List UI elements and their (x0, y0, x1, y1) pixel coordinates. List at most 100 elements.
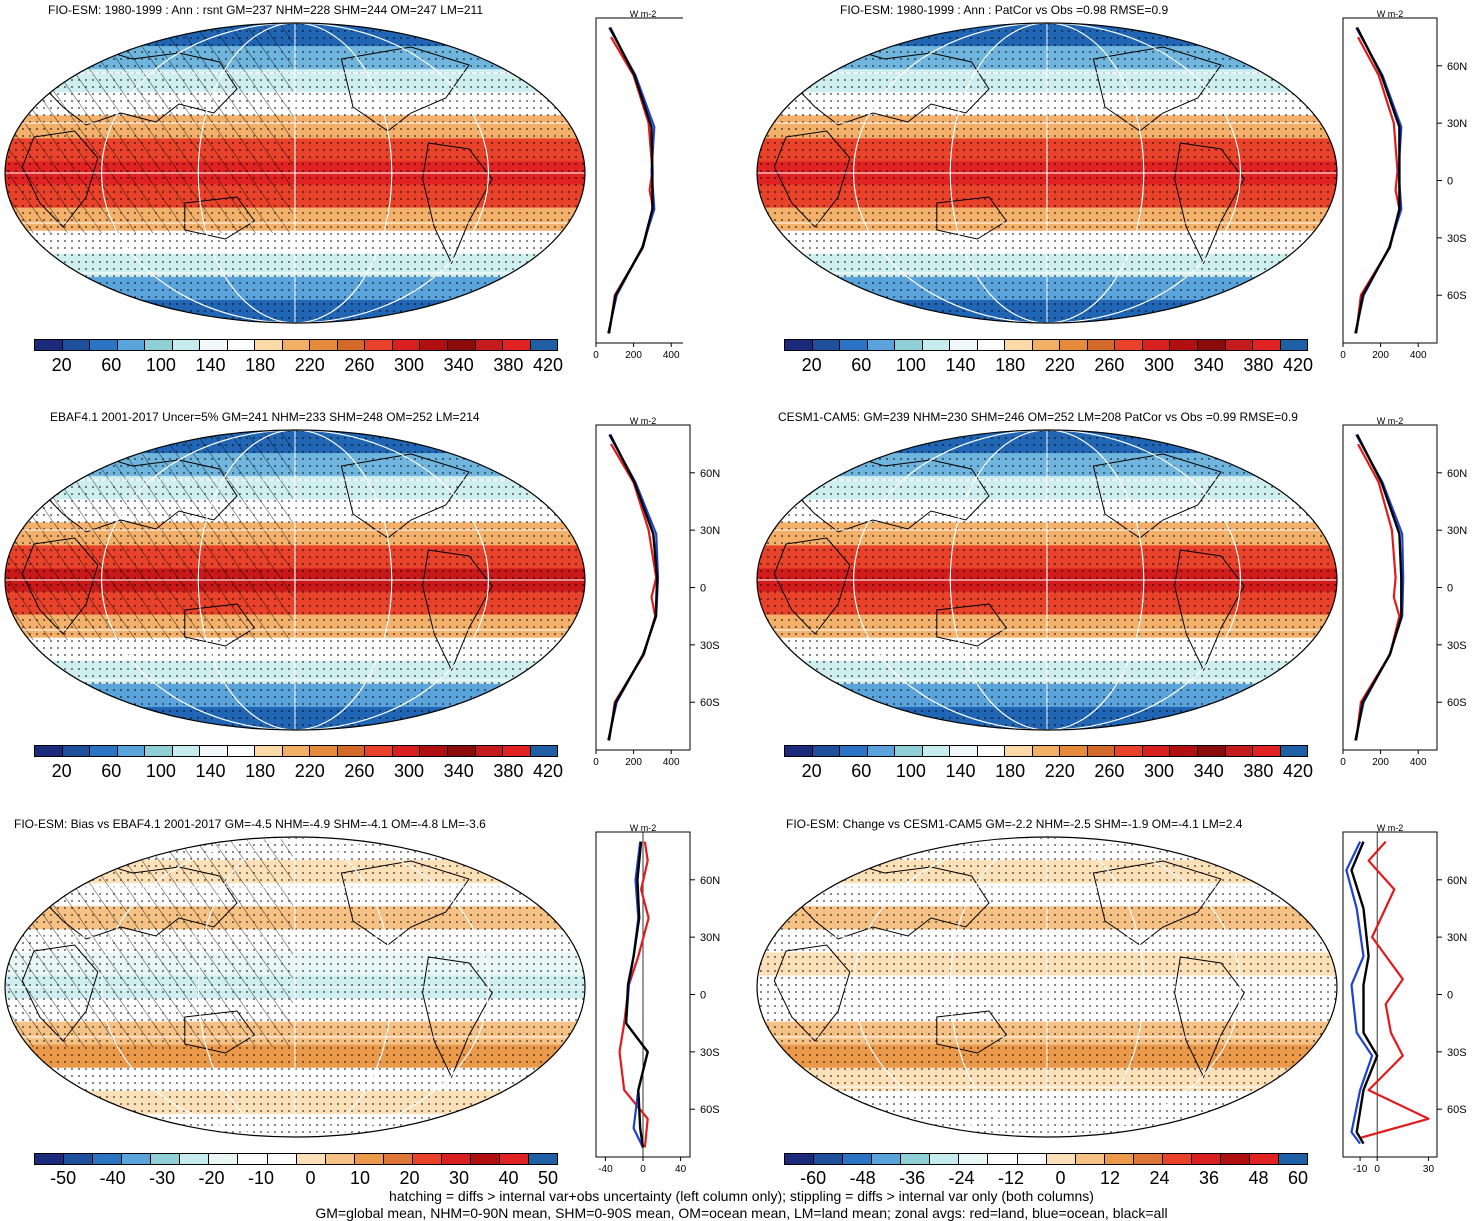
colorbar-swatch (310, 746, 338, 756)
colorbar-4 (784, 745, 1308, 757)
colorbar-tick-label: 380 (493, 761, 524, 781)
colorbar-swatch (950, 340, 978, 350)
colorbar-swatch (122, 1154, 152, 1164)
colorbar-tick-label: 380 (1243, 761, 1274, 781)
colorbar-swatch (35, 340, 63, 350)
colorbar-swatch (255, 340, 283, 350)
zonal-unit-label: W m-2 (1377, 9, 1404, 19)
colorbar-swatch (1142, 340, 1171, 350)
zonal-unit-label: W m-2 (630, 823, 657, 833)
colorbar-tick-label: 180 (995, 355, 1026, 375)
colorbar-labels-3: 20 60 100 140 180 220 260 300 340 380 420 (34, 761, 563, 783)
colorbar-swatch (1046, 1154, 1076, 1164)
colorbar-tick-label: 12 (1100, 1168, 1121, 1188)
footer-line-2: GM=global mean, NHM=0-90N mean, SHM=0-90… (315, 1205, 1168, 1221)
zonal-x-tick-label: 400 (663, 350, 680, 358)
zonal-frame (595, 424, 691, 751)
colorbar-tick-label: 420 (1282, 355, 1314, 375)
colorbar-swatch (503, 340, 531, 350)
colorbar-tick-label: 260 (344, 761, 375, 781)
zonal-line-all (1354, 434, 1403, 741)
colorbar-swatch (447, 340, 476, 350)
zonal-frame (1342, 17, 1438, 344)
zonal-unit-label: W m-2 (630, 416, 657, 426)
colorbar-tick-label: 60 (101, 355, 122, 375)
colorbar-swatch (267, 1154, 297, 1164)
zonal-x-tick-label: 400 (1410, 757, 1427, 765)
zonal-line-all (1350, 841, 1379, 1145)
map-outline (4, 429, 586, 731)
colorbar-swatch (988, 1154, 1018, 1164)
colorbar-swatch (922, 340, 951, 350)
colorbar-tick-label: 340 (1193, 761, 1224, 781)
stippling (757, 430, 1337, 730)
map-panel-6 (756, 836, 1338, 1138)
stippling (757, 23, 1337, 323)
colorbar-swatch (310, 340, 338, 350)
colorbar-tick-label: 340 (443, 355, 474, 375)
zonal-x-tick-label: 30 (1423, 1164, 1435, 1172)
colorbar-swatch (812, 340, 841, 350)
colorbar-swatch (325, 1154, 355, 1164)
colorbar-tick-label: 100 (145, 355, 176, 375)
zonal-x-tick-label: 400 (1410, 350, 1427, 358)
zonal-line-all (607, 27, 654, 334)
colorbar-tick-label: 220 (1044, 355, 1075, 375)
colorbar-swatch (420, 746, 448, 756)
colorbar-swatch (392, 340, 421, 350)
zonal-x-tick-label: 200 (1372, 350, 1389, 358)
colorbar-tick-label: -50 (50, 1168, 77, 1188)
colorbar-swatch (529, 1154, 558, 1164)
longitude-gridline (949, 837, 1145, 1137)
colorbar-swatch (282, 746, 311, 756)
colorbar-tick-label: 20 (51, 761, 72, 781)
zonal-y-tick-label: 30S (700, 640, 720, 652)
zonal-y-tick-label: 30S (700, 1047, 720, 1059)
colorbar-swatch (867, 746, 896, 756)
zonal-x-tick-label: -40 (598, 1164, 613, 1172)
colorbar-swatch (172, 340, 201, 350)
colorbar-tick-label: 380 (493, 355, 524, 375)
colorbar-swatch (977, 746, 1006, 756)
colorbar-tick-label: 300 (1144, 761, 1175, 781)
zonal-y-tick-label: 0 (1447, 990, 1453, 1002)
longitude-gridline (197, 837, 393, 1137)
zonal-plot-6: W m-2 -10 0 30 60N 30N 0 30S 60S (1342, 823, 1467, 1172)
colorbar-tick-label: 140 (945, 355, 976, 375)
colorbar-tick-label: 420 (532, 355, 564, 375)
zonal-line-all (607, 434, 659, 741)
colorbar-3 (34, 745, 558, 757)
colorbar-swatch (895, 340, 923, 350)
colorbar-swatch (1032, 340, 1061, 350)
colorbar-swatch (337, 340, 366, 350)
colorbar-labels-6: -60 -48 -36 -24 -12 0 12 24 36 48 60 (784, 1168, 1308, 1190)
colorbar-tick-label: 20 (801, 355, 822, 375)
panel-title-3: EBAF4.1 2001-2017 Uncer=5% GM=241 NHM=23… (50, 410, 480, 424)
colorbar-swatch (337, 746, 366, 756)
colorbar-swatch (1087, 340, 1116, 350)
zonal-unit-label: W m-2 (1377, 416, 1404, 426)
colorbar-tick-label: 220 (294, 355, 325, 375)
panel-title-2: FIO-ESM: 1980-1999 : Ann : PatCor vs Obs… (840, 3, 1169, 17)
colorbar-tick-label: 340 (443, 761, 474, 781)
zonal-y-tick-label: 60S (1447, 290, 1467, 302)
colorbar-swatch (1005, 746, 1033, 756)
colorbar-swatch (365, 340, 393, 350)
colorbar-tick-label: 420 (1282, 761, 1314, 781)
colorbar-tick-label: 180 (995, 761, 1026, 781)
colorbar-swatch (62, 340, 91, 350)
zonal-y-tick-label: 0 (1447, 176, 1453, 188)
colorbar-5 (34, 1153, 558, 1165)
map-panel-4 (756, 429, 1338, 731)
colorbar-swatch (1060, 340, 1088, 350)
colorbar-tick-label: 100 (895, 355, 926, 375)
colorbar-swatch (227, 340, 256, 350)
zonal-y-tick-label: 60N (700, 875, 720, 887)
colorbar-swatch (1280, 746, 1308, 756)
colorbar-swatch (412, 1154, 442, 1164)
map-outline (4, 836, 586, 1138)
colorbar-swatch (1253, 746, 1281, 756)
map-outline (756, 22, 1338, 324)
colorbar-labels-1: 20 60 100 140 180 220 260 300 340 380 420 (34, 355, 563, 377)
